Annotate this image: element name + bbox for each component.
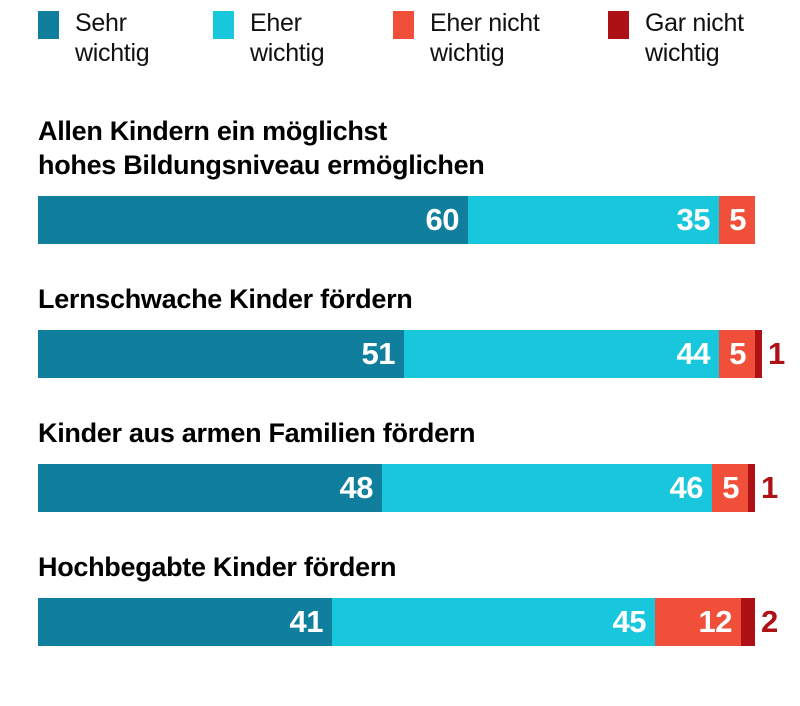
legend-label-line: wichtig xyxy=(75,39,150,67)
segment-value-label: 60 xyxy=(425,202,460,237)
segment-value-label: 44 xyxy=(676,336,711,371)
bar-segment-sehr-wichtig: 41 xyxy=(38,598,332,646)
legend-label: Eher wichtig xyxy=(250,8,325,68)
chart-section-1: Allen Kindern ein möglichst hohes Bildung… xyxy=(38,114,755,244)
category-title-line: Kinder aus armen Familien fördern xyxy=(38,418,476,448)
segment-value-label: 46 xyxy=(669,470,704,505)
bar-segment-eher-wichtig: 44 xyxy=(404,330,719,378)
bar-segment-gar-nicht-wichtig xyxy=(748,464,755,512)
legend-swatch-icon xyxy=(608,11,629,39)
chart-section-3: Kinder aus armen Familien fördern 48 46 5 1 xyxy=(38,416,778,512)
legend-item-eher-wichtig: Eher wichtig xyxy=(213,8,325,68)
legend-label-line: Sehr xyxy=(75,9,127,37)
legend-label-line: Eher nicht xyxy=(430,9,540,37)
legend-label-line: Eher xyxy=(250,9,302,37)
segment-value-label: 48 xyxy=(339,470,374,505)
category-title: Kinder aus armen Familien fördern xyxy=(38,416,755,450)
category-title-line: Hochbegabte Kinder fördern xyxy=(38,552,397,582)
category-title: Allen Kindern ein möglichst hohes Bildung… xyxy=(38,114,755,182)
chart-section-4: Hochbegabte Kinder fördern 41 45 12 2 xyxy=(38,550,778,646)
outside-value-label: 2 xyxy=(761,604,778,639)
legend-item-sehr-wichtig: Sehr wichtig xyxy=(38,8,150,68)
segment-value-label: 45 xyxy=(612,604,647,639)
legend-item-gar-nicht-wichtig: Gar nicht wichtig xyxy=(608,8,744,68)
bar-segment-sehr-wichtig: 51 xyxy=(38,330,404,378)
bar-row: 51 44 5 1 xyxy=(38,330,785,378)
bar-segment-eher-nicht-wichtig: 5 xyxy=(719,330,755,378)
bar-row: 48 46 5 1 xyxy=(38,464,778,512)
bar-segment-eher-wichtig: 35 xyxy=(468,196,719,244)
stacked-bar-chart: Allen Kindern ein möglichst hohes Bildung… xyxy=(38,114,785,646)
category-title-line: Lernschwache Kinder fördern xyxy=(38,284,413,314)
category-title-line: hohes Bildungsniveau ermöglichen xyxy=(38,150,485,180)
bar-segment-gar-nicht-wichtig xyxy=(755,330,762,378)
category-title-line: Allen Kindern ein möglichst xyxy=(38,116,387,146)
segment-value-label: 35 xyxy=(676,202,711,237)
bar-segment-gar-nicht-wichtig xyxy=(741,598,755,646)
category-title: Hochbegabte Kinder fördern xyxy=(38,550,755,584)
segment-value-label: 5 xyxy=(722,470,739,505)
segment-value-label: 12 xyxy=(698,604,733,639)
legend-label-line: Gar nicht xyxy=(645,9,744,37)
chart-section-2: Lernschwache Kinder fördern 51 44 5 1 xyxy=(38,282,785,378)
stacked-bar: 51 44 5 xyxy=(38,330,762,378)
bar-segment-eher-nicht-wichtig: 5 xyxy=(719,196,755,244)
category-title: Lernschwache Kinder fördern xyxy=(38,282,755,316)
segment-value-label: 41 xyxy=(289,604,324,639)
bar-segment-eher-nicht-wichtig: 5 xyxy=(712,464,748,512)
legend-label: Eher nicht wichtig xyxy=(430,8,540,68)
bar-row: 60 35 5 xyxy=(38,196,755,244)
bar-segment-sehr-wichtig: 60 xyxy=(38,196,468,244)
legend-swatch-icon xyxy=(393,11,414,39)
segment-value-label: 51 xyxy=(361,336,396,371)
legend-label: Sehr wichtig xyxy=(75,8,150,68)
segment-value-label: 5 xyxy=(729,336,746,371)
legend-swatch-icon xyxy=(213,11,234,39)
outside-value-label: 1 xyxy=(761,470,778,505)
stacked-bar: 48 46 5 xyxy=(38,464,755,512)
outside-value-label: 1 xyxy=(768,336,785,371)
stacked-bar: 41 45 12 xyxy=(38,598,755,646)
segment-value-label: 5 xyxy=(729,202,746,237)
legend-label-line: wichtig xyxy=(430,39,505,67)
legend-label-line: wichtig xyxy=(645,39,720,67)
legend-label: Gar nicht wichtig xyxy=(645,8,744,68)
bar-segment-eher-wichtig: 46 xyxy=(382,464,712,512)
bar-segment-eher-wichtig: 45 xyxy=(332,598,655,646)
bar-segment-sehr-wichtig: 48 xyxy=(38,464,382,512)
legend: Sehr wichtig Eher wichtig Eher nicht wichtig G… xyxy=(38,8,755,72)
stacked-bar: 60 35 5 xyxy=(38,196,755,244)
bar-segment-eher-nicht-wichtig: 12 xyxy=(655,598,741,646)
legend-label-line: wichtig xyxy=(250,39,325,67)
legend-swatch-icon xyxy=(38,11,59,39)
bar-row: 41 45 12 2 xyxy=(38,598,778,646)
legend-item-eher-nicht-wichtig: Eher nicht wichtig xyxy=(393,8,540,68)
